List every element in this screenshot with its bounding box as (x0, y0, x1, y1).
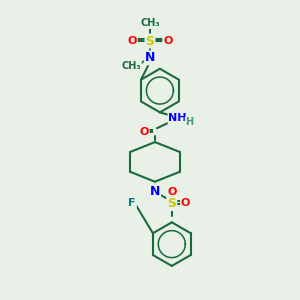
Text: O: O (167, 187, 176, 196)
Text: O: O (181, 199, 190, 208)
Text: H: H (186, 117, 194, 127)
Text: N: N (145, 51, 155, 64)
Text: CH₃: CH₃ (140, 18, 160, 28)
Text: S: S (167, 197, 176, 210)
Text: NH: NH (169, 113, 187, 123)
Text: O: O (128, 36, 137, 46)
Text: N: N (150, 185, 160, 198)
Text: O: O (163, 36, 172, 46)
Text: F: F (128, 199, 136, 208)
Text: CH₃: CH₃ (122, 61, 141, 71)
Text: S: S (146, 34, 154, 47)
Text: O: O (140, 127, 149, 137)
